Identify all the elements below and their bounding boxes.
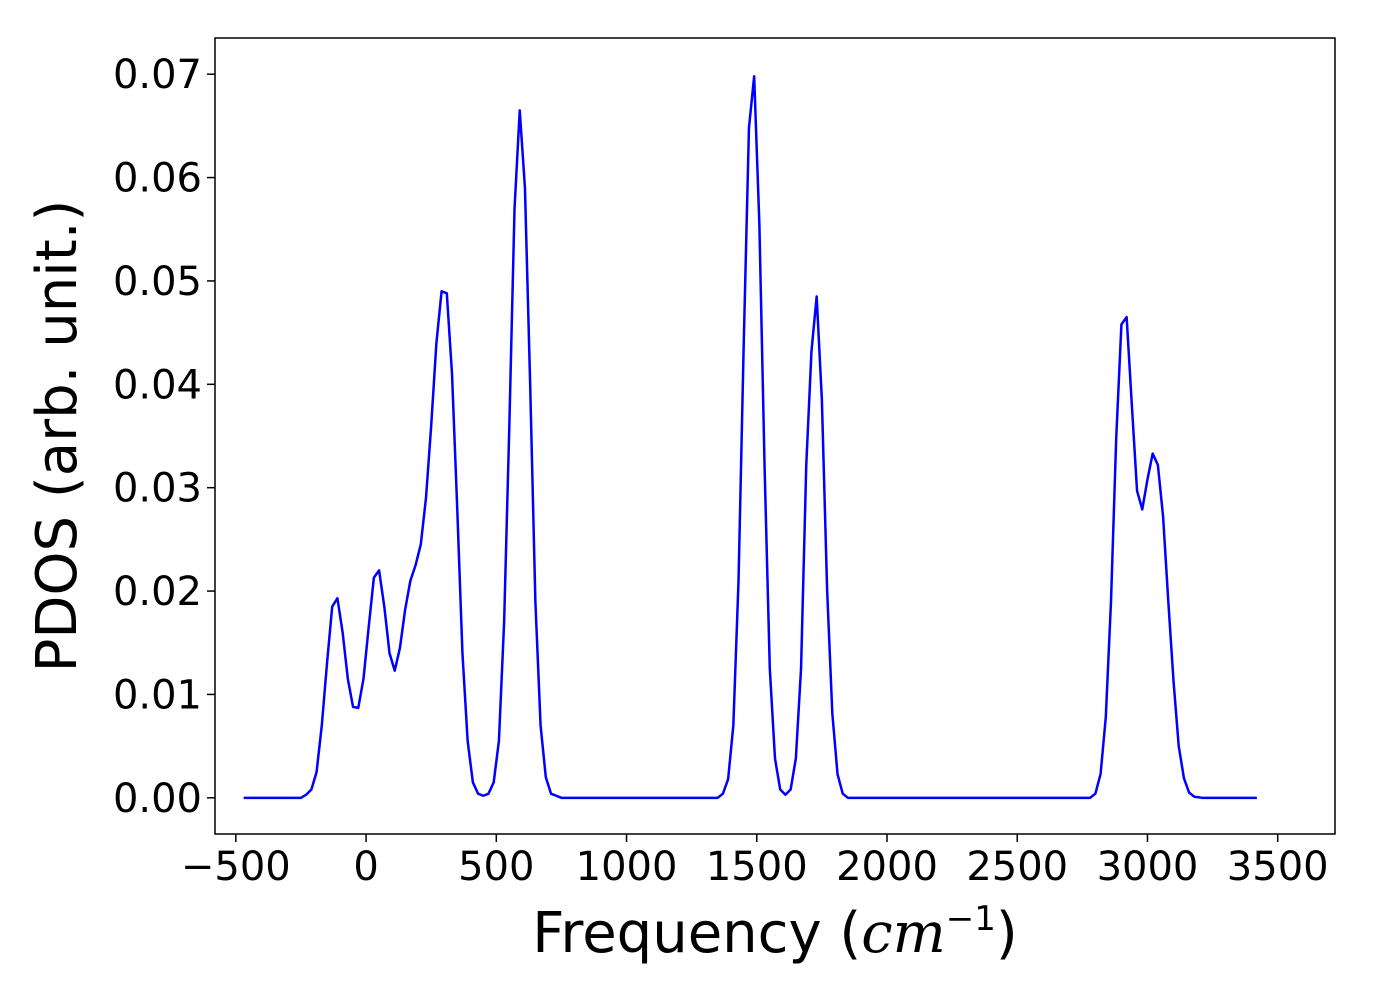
x-tick-label: 1000 [576,844,678,890]
x-axis-label-unit: cm [861,901,945,966]
y-tick-label: 0.07 [113,52,202,98]
y-axis-label: PDOS (arb. unit.) [25,200,90,673]
x-tick-label: 3500 [1227,844,1329,890]
y-tick-label: 0.05 [113,259,202,305]
y-tick-label: 0.02 [113,569,202,615]
y-tick-label: 0.00 [113,776,202,822]
x-tick-label: 3000 [1097,844,1199,890]
x-tick-label: 2500 [966,844,1068,890]
plot-frame [214,37,1336,835]
y-tick-label: 0.06 [113,156,202,202]
x-axis-label-prefix: Frequency ( [532,901,861,966]
x-tick-label: 2000 [836,844,938,890]
x-tick-label: −500 [181,844,291,890]
y-tick-label: 0.01 [113,672,202,718]
pdos-series-line [243,75,1257,800]
x-axis-label: Frequency (cm−1) [532,899,1017,966]
x-axis-ticks: −500 0 500 1000 1500 2000 2500 3000 3500 [181,834,1329,890]
y-axis-ticks: 0.00 0.01 0.02 0.03 0.04 0.05 0.06 0.07 [113,52,215,822]
y-tick-label: 0.04 [113,362,202,408]
plot-content [243,75,1257,800]
x-axis-label-suffix: ) [996,901,1018,966]
x-axis-label-exponent: −1 [946,899,996,939]
y-tick-label: 0.03 [113,466,202,512]
x-tick-label: 500 [458,844,534,890]
x-tick-label: 0 [353,844,378,890]
x-tick-label: 1500 [706,844,808,890]
